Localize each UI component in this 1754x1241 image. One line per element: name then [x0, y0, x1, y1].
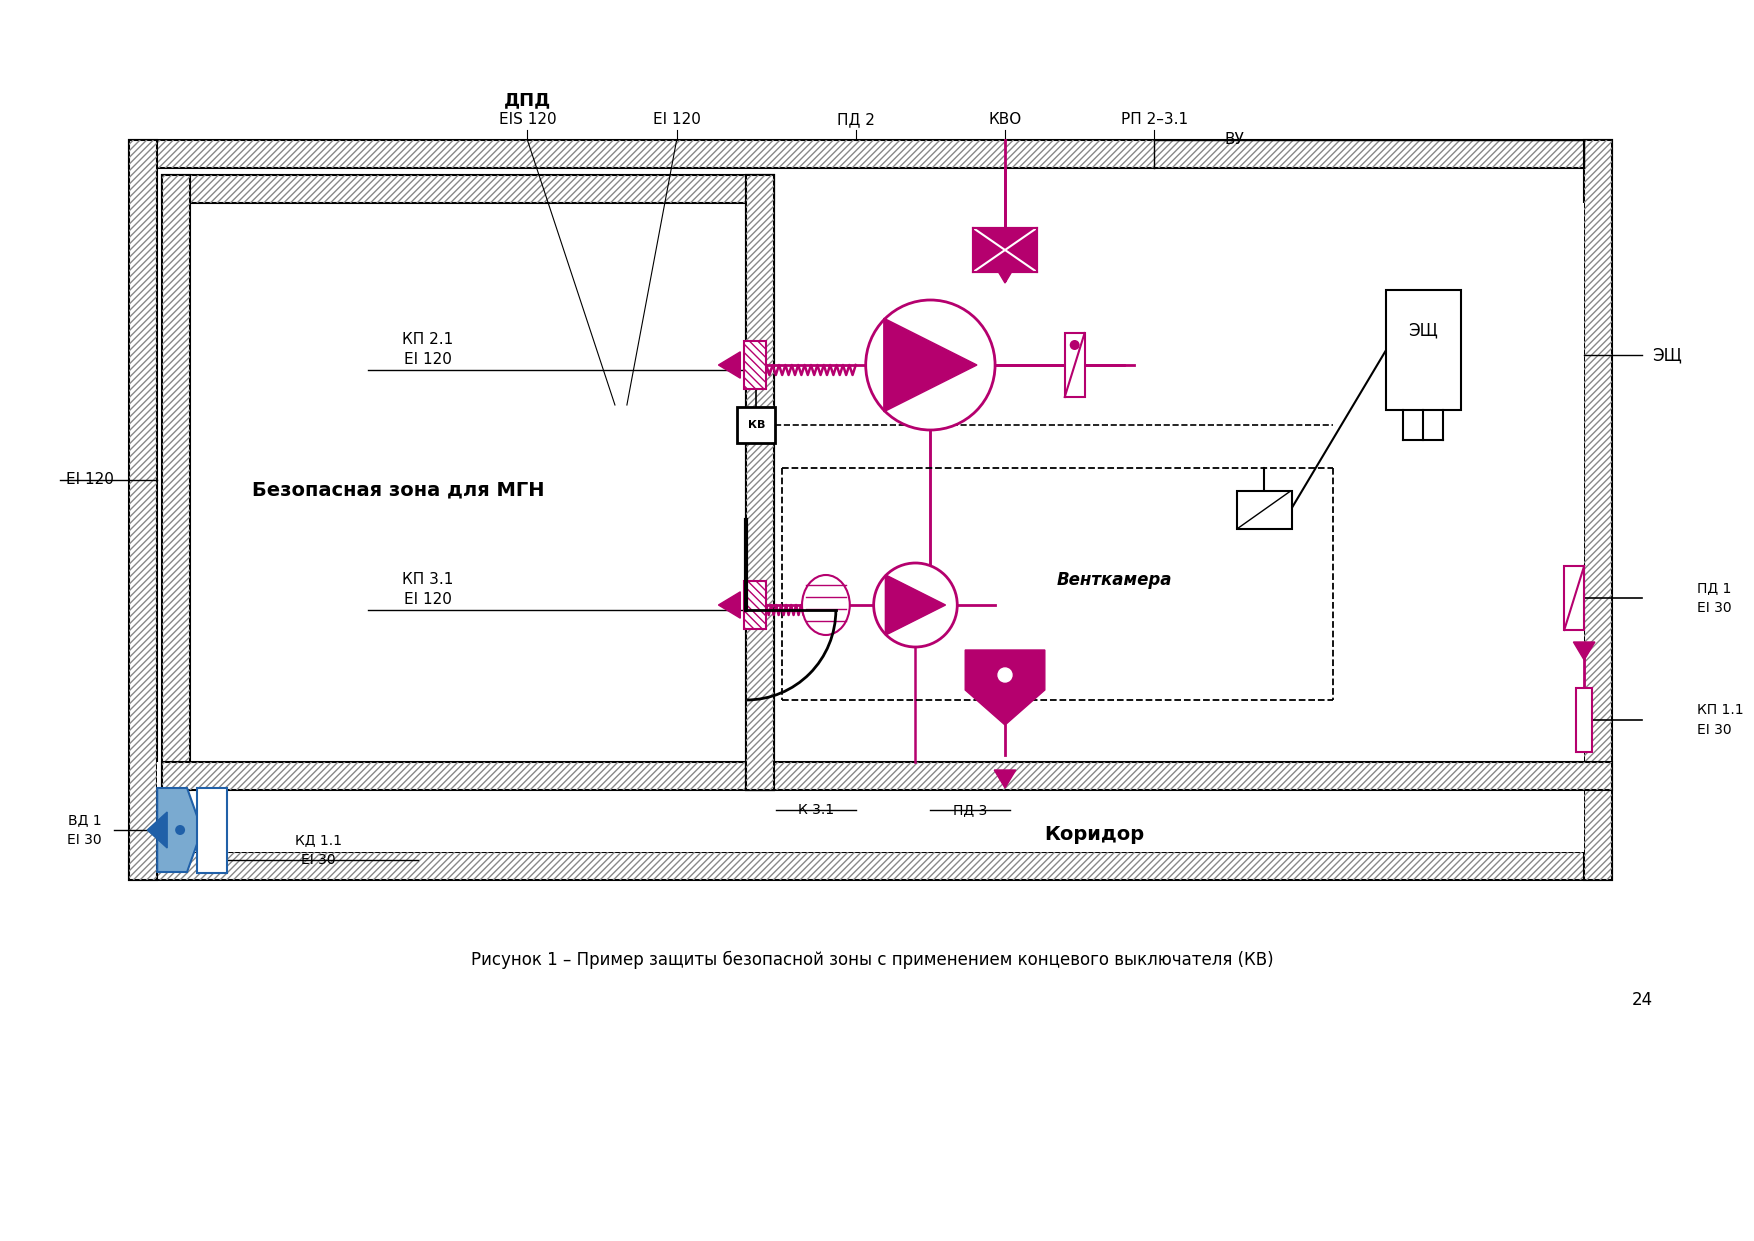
Text: КВО: КВО	[989, 113, 1021, 128]
Bar	[774, 204, 1584, 762]
Bar	[161, 175, 189, 791]
Text: КП 3.1: КП 3.1	[402, 572, 454, 587]
Bar	[1565, 566, 1584, 630]
Circle shape	[175, 825, 186, 835]
Bar	[161, 175, 189, 791]
Text: EI 30: EI 30	[1696, 601, 1731, 616]
Text: ЭЩ: ЭЩ	[1408, 321, 1438, 339]
Text: КВ: КВ	[747, 419, 765, 429]
Bar	[130, 853, 1612, 880]
Text: ПД 3: ПД 3	[952, 803, 988, 817]
Text: ЭЩ: ЭЩ	[1652, 346, 1682, 364]
Bar	[1386, 290, 1461, 410]
Text: EI 30: EI 30	[302, 853, 335, 867]
Polygon shape	[995, 769, 1016, 788]
Text: Безопасная зона для МГН: Безопасная зона для МГН	[253, 480, 544, 499]
Bar	[744, 341, 766, 388]
Bar	[744, 581, 766, 629]
Text: КД 1.1: КД 1.1	[295, 833, 342, 848]
Bar	[1577, 688, 1593, 752]
Circle shape	[998, 668, 1012, 683]
Polygon shape	[886, 575, 945, 635]
Bar	[158, 168, 1584, 853]
Ellipse shape	[802, 575, 849, 635]
Bar	[1584, 140, 1612, 880]
Text: Рисунок 1 – Пример защиты безопасной зоны с применением концевого выключателя (К: Рисунок 1 – Пример защиты безопасной зон…	[472, 951, 1273, 969]
Bar	[130, 853, 1612, 880]
Text: EI 120: EI 120	[65, 473, 114, 488]
Bar	[161, 175, 774, 204]
Bar	[130, 140, 158, 880]
Text: EI 120: EI 120	[652, 113, 700, 128]
Bar	[744, 341, 766, 388]
Circle shape	[1070, 340, 1080, 350]
Text: КП 1.1: КП 1.1	[1696, 702, 1743, 717]
Bar	[130, 140, 158, 880]
Polygon shape	[884, 318, 977, 412]
Polygon shape	[719, 351, 740, 379]
Bar	[745, 175, 774, 791]
Bar	[158, 762, 1584, 853]
Polygon shape	[158, 788, 202, 872]
Circle shape	[866, 300, 995, 429]
Circle shape	[873, 563, 958, 647]
Bar	[1584, 140, 1612, 880]
Bar	[161, 175, 774, 204]
Bar	[130, 140, 1612, 168]
Bar	[973, 228, 1037, 272]
Bar	[1237, 491, 1291, 529]
Polygon shape	[965, 650, 1045, 725]
Text: 24: 24	[1631, 992, 1652, 1009]
Text: ДПД: ДПД	[503, 91, 551, 109]
Text: ПД 2: ПД 2	[837, 113, 875, 128]
Text: ВУ: ВУ	[1224, 133, 1244, 148]
Bar	[745, 175, 774, 791]
Bar	[161, 762, 774, 791]
Bar	[745, 175, 774, 791]
Bar	[737, 407, 775, 443]
Bar	[745, 175, 774, 791]
Text: К 3.1: К 3.1	[798, 803, 833, 817]
Text: EI 30: EI 30	[67, 833, 102, 848]
Bar	[1065, 333, 1084, 397]
Bar	[161, 762, 774, 791]
Text: ПД 1: ПД 1	[1696, 581, 1731, 594]
Text: EIS 120: EIS 120	[498, 113, 556, 128]
Polygon shape	[995, 266, 1016, 283]
Bar	[745, 762, 1612, 791]
Text: ВД 1: ВД 1	[68, 813, 102, 827]
Bar	[744, 581, 766, 629]
Text: Коридор: Коридор	[1045, 825, 1145, 844]
Circle shape	[912, 601, 919, 609]
Text: EI 30: EI 30	[1696, 724, 1731, 737]
Polygon shape	[1573, 642, 1594, 660]
Text: Венткамера: Венткамера	[1056, 571, 1172, 589]
Text: КП 2.1: КП 2.1	[402, 333, 454, 347]
Text: EI 120: EI 120	[403, 592, 453, 608]
Bar	[745, 762, 1612, 791]
Bar	[189, 204, 745, 762]
Polygon shape	[147, 812, 167, 848]
Text: EI 120: EI 120	[403, 352, 453, 367]
Text: РП 2–3.1: РП 2–3.1	[1121, 113, 1187, 128]
Circle shape	[926, 360, 935, 370]
Bar	[196, 788, 226, 872]
Polygon shape	[719, 592, 740, 618]
Bar	[130, 140, 1612, 168]
